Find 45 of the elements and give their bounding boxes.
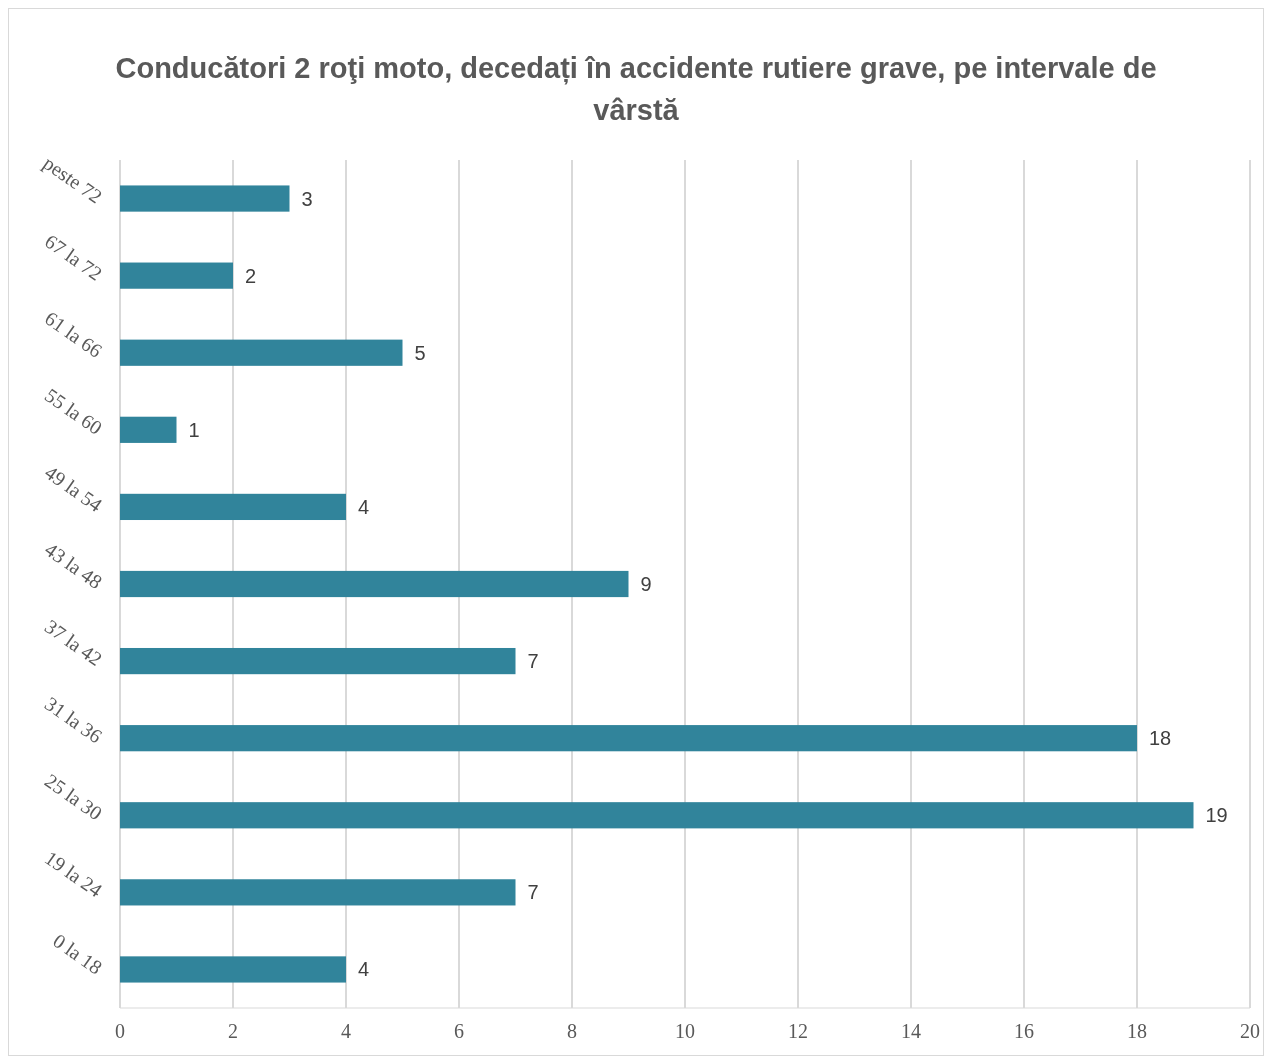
y-tick-label: 37 la 42 xyxy=(40,615,107,671)
bar xyxy=(120,956,346,983)
x-tick-label: 16 xyxy=(1014,1020,1034,1042)
x-tick-label: 4 xyxy=(341,1020,351,1042)
y-tick-label: peste 72 xyxy=(38,151,107,209)
data-label: 3 xyxy=(301,187,313,210)
y-tick-label: 49 la 54 xyxy=(40,460,107,516)
y-tick-label: 61 la 66 xyxy=(40,306,107,362)
data-label: 19 xyxy=(1205,804,1228,827)
bar xyxy=(120,725,1137,752)
data-label: 1 xyxy=(188,418,200,441)
x-tick-label: 18 xyxy=(1127,1020,1147,1042)
bar xyxy=(120,416,177,443)
y-tick-label: 19 la 24 xyxy=(40,846,107,902)
data-label: 18 xyxy=(1149,727,1172,750)
bar xyxy=(120,802,1194,829)
x-tick-label: 14 xyxy=(901,1020,921,1042)
x-tick-label: 2 xyxy=(228,1020,238,1042)
data-label: 5 xyxy=(414,341,426,364)
x-tick-label: 20 xyxy=(1240,1020,1260,1042)
data-label: 9 xyxy=(640,573,652,595)
x-tick-label: 8 xyxy=(567,1020,577,1042)
data-label: 7 xyxy=(527,881,539,904)
y-tick-label: 0 la 18 xyxy=(49,929,107,979)
y-tick-label: 43 la 48 xyxy=(40,538,107,594)
bar xyxy=(120,570,629,598)
y-tick-label: 31 la 36 xyxy=(40,692,107,748)
data-label: 4 xyxy=(358,495,370,518)
bar xyxy=(120,185,290,212)
data-label: 7 xyxy=(527,650,539,673)
x-tick-label: 0 xyxy=(115,1020,125,1042)
chart-title: Conducători 2 roţi moto, decedați în accidente rutiere grave, pe intervale de vârstă xyxy=(115,52,1157,126)
y-tick-label: 25 la 30 xyxy=(40,769,107,825)
x-tick-label: 6 xyxy=(454,1020,464,1042)
bar xyxy=(120,647,516,675)
y-tick-label: 67 la 72 xyxy=(40,229,107,285)
x-tick-label: 12 xyxy=(788,1020,808,1042)
data-label: 2 xyxy=(245,264,257,287)
bar xyxy=(120,493,346,521)
bar xyxy=(120,339,403,366)
x-tick-label: 10 xyxy=(675,1020,695,1042)
bar xyxy=(120,879,516,906)
y-tick-label: 55 la 60 xyxy=(40,383,107,439)
data-label: 4 xyxy=(358,958,370,981)
bar xyxy=(120,262,233,289)
